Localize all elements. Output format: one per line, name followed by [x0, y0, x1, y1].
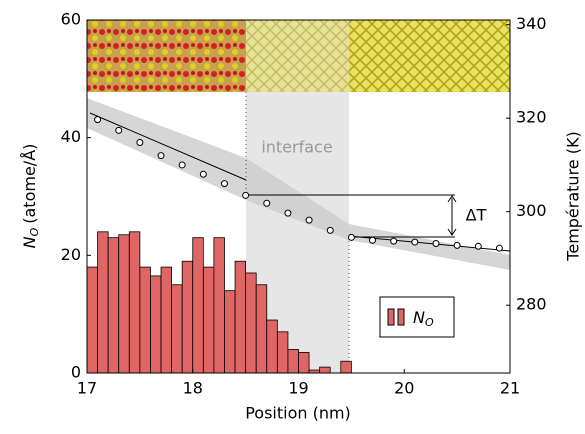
y2-tick-label: 320: [516, 108, 547, 127]
bar: [276, 331, 289, 374]
bar: [128, 231, 141, 374]
legend: NO: [379, 296, 455, 338]
bar: [234, 260, 247, 374]
point: [390, 237, 398, 245]
point: [432, 239, 440, 247]
delta-line: [246, 194, 455, 238]
y2-tick-label: 300: [516, 201, 547, 220]
inset-image: [87, 20, 510, 92]
bar: [139, 266, 151, 374]
point: [326, 226, 334, 234]
point: [263, 199, 271, 207]
y-label-sub: O: [28, 227, 41, 236]
bar: [266, 319, 278, 374]
y-tick-label: 20: [61, 245, 81, 264]
x-tick-label: 18: [183, 379, 203, 398]
point: [136, 138, 144, 146]
x-tick-label: 19: [288, 379, 308, 398]
bar: [181, 260, 194, 374]
bar: [319, 366, 331, 374]
bar: [118, 234, 130, 374]
bar: [97, 231, 109, 374]
point: [199, 170, 207, 178]
point: [305, 216, 313, 224]
point: [347, 233, 355, 241]
x-tick-label: 20: [394, 379, 414, 398]
x-tick-label: 17: [77, 379, 97, 398]
bar: [86, 266, 98, 374]
y-tick-label: 40: [61, 127, 81, 146]
x-tick-label: 21: [500, 379, 520, 398]
y2-tick-label: 340: [516, 14, 547, 33]
bar: [150, 275, 162, 374]
bar: [287, 349, 299, 374]
y-tick-label: 0: [71, 363, 81, 382]
bar: [340, 360, 352, 374]
uncertainty-band: [87, 98, 510, 270]
bar: [255, 284, 268, 374]
bar: [107, 237, 120, 374]
point: [284, 209, 292, 217]
point: [369, 236, 377, 244]
point: [220, 180, 228, 188]
fit-line: [89, 112, 511, 252]
point: [157, 152, 165, 160]
bar: [213, 237, 225, 374]
point: [115, 126, 123, 134]
bar: [171, 284, 183, 374]
guide-line: [245, 92, 350, 373]
point: [495, 244, 503, 252]
y2-axis-label: Température (K): [564, 131, 583, 261]
legend-sub: O: [425, 316, 434, 329]
annotation: ΔT: [466, 206, 487, 225]
point: [94, 116, 102, 124]
point: [242, 191, 250, 199]
y-label-unit: (atome/Å): [20, 144, 39, 224]
point: [474, 242, 482, 250]
bar: [202, 266, 215, 374]
point: [411, 238, 419, 246]
y-tick-label: 60: [61, 10, 81, 29]
y2-tick-label: 280: [516, 295, 547, 314]
legend-symbol: N: [413, 308, 425, 327]
bar: [224, 290, 236, 374]
bar: [160, 266, 172, 374]
bar: [192, 237, 204, 374]
bar: [245, 272, 257, 374]
annotation: interface: [261, 138, 332, 157]
point: [453, 241, 461, 249]
delta-arrow: [447, 195, 457, 236]
x-axis-label: Position (nm): [245, 404, 351, 423]
point: [178, 161, 186, 169]
y-axis-label: NO (atome/Å): [20, 144, 42, 249]
bar: [298, 352, 310, 374]
y-label-symbol: N: [20, 236, 39, 248]
legend-label: NO: [413, 308, 434, 330]
